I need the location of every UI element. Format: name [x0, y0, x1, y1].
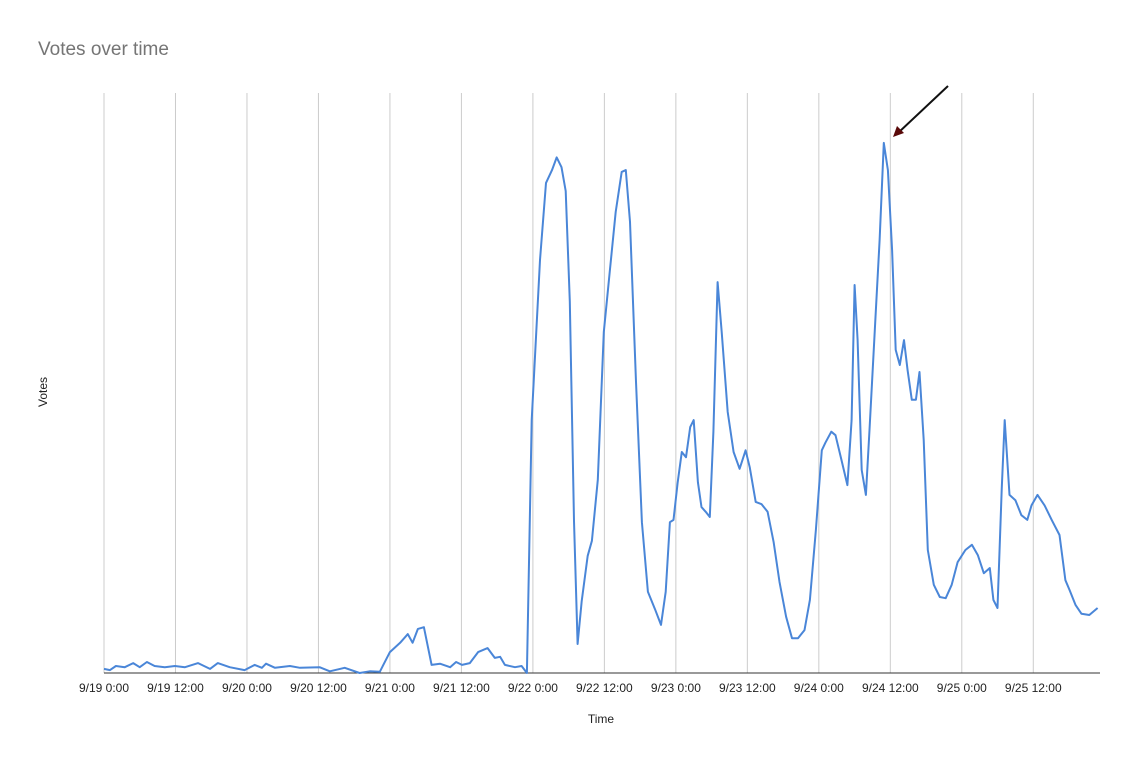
x-tick-label: 9/21 0:00	[365, 681, 415, 695]
x-tick-label: 9/22 12:00	[576, 681, 633, 695]
x-tick-label: 9/24 0:00	[794, 681, 844, 695]
x-tick-label: 9/23 0:00	[651, 681, 701, 695]
annotation-arrow	[897, 85, 949, 134]
chart-title: Votes over time	[38, 39, 169, 60]
y-axis-label: Votes	[36, 377, 50, 407]
x-tick-label: 9/25 12:00	[1005, 681, 1062, 695]
x-tick-label: 9/20 12:00	[290, 681, 347, 695]
line-series	[103, 141, 1099, 674]
x-tick-label: 9/24 12:00	[862, 681, 919, 695]
x-tick-label: 9/21 12:00	[433, 681, 490, 695]
x-tick-label: 9/25 0:00	[937, 681, 987, 695]
x-axis-label: Time	[588, 712, 615, 726]
arrow-head	[893, 126, 904, 137]
x-tick-label: 9/19 12:00	[147, 681, 204, 695]
x-tick-label: 9/20 0:00	[222, 681, 272, 695]
x-tick-label: 9/23 12:00	[719, 681, 776, 695]
x-tick-label: 9/22 0:00	[508, 681, 558, 695]
x-tick-label: 9/19 0:00	[79, 681, 129, 695]
